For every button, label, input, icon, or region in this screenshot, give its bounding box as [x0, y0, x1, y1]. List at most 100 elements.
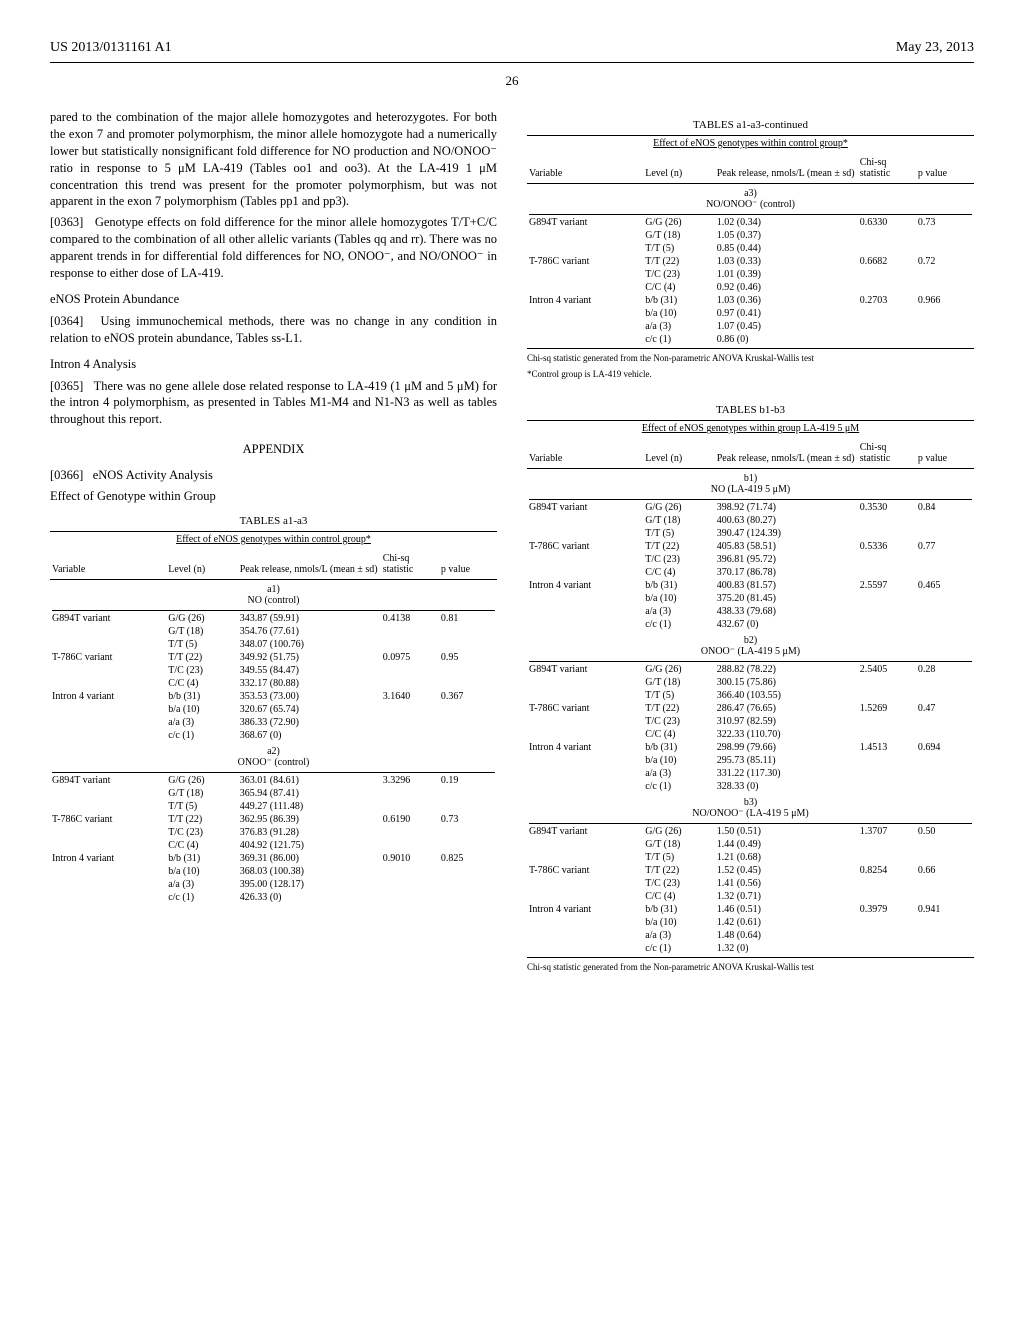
table-row: T/T (5)0.85 (0.44)	[527, 242, 974, 255]
table-cell	[858, 877, 916, 890]
table-cell: T/T (22)	[643, 864, 715, 877]
table-cell: 348.07 (100.76)	[238, 638, 381, 651]
table-cell: T/C (23)	[643, 715, 715, 728]
para-0366: [0366] eNOS Activity Analysis	[50, 467, 497, 484]
table-cell: 390.47 (124.39)	[715, 527, 858, 540]
table-cell	[439, 891, 497, 904]
table-row: T/C (23)396.81 (95.72)	[527, 553, 974, 566]
table-cell: T-786C variant	[50, 651, 166, 664]
table-row: b/a (10)368.03 (100.38)	[50, 865, 497, 878]
table-cell: 1.4513	[858, 741, 916, 754]
table-cell	[381, 865, 439, 878]
rule	[527, 957, 974, 958]
table-cell	[858, 242, 916, 255]
table-cell	[381, 787, 439, 800]
table-cell: 0.28	[916, 663, 974, 676]
table-cell: b/a (10)	[643, 754, 715, 767]
table-row: T-786C variantT/T (22)405.83 (58.51)0.53…	[527, 540, 974, 553]
table-cell: 0.465	[916, 579, 974, 592]
table-cell: 328.33 (0)	[715, 780, 858, 793]
table-cell: T-786C variant	[527, 864, 643, 877]
table-cell: 376.83 (91.28)	[238, 826, 381, 839]
table-cell	[527, 942, 643, 955]
table-cell: b/b (31)	[643, 741, 715, 754]
table-cell	[439, 729, 497, 742]
table-row: G894T variantG/G (26)343.87 (59.91)0.413…	[50, 612, 497, 625]
table-cell: c/c (1)	[643, 618, 715, 631]
table-row: T/T (5)1.21 (0.68)	[527, 851, 974, 864]
col-level: Level (n)	[166, 549, 238, 580]
para-continued: pared to the combination of the major al…	[50, 109, 497, 210]
table-cell: 0.95	[439, 651, 497, 664]
table-cell: a/a (3)	[166, 878, 238, 891]
table-row: C/C (4)1.32 (0.71)	[527, 890, 974, 903]
table-cell	[858, 527, 916, 540]
table-cell: 0.97 (0.41)	[715, 307, 858, 320]
table-cell: Intron 4 variant	[527, 294, 643, 307]
table-cell: T-786C variant	[50, 813, 166, 826]
table-cell	[381, 878, 439, 891]
table-cell: b/a (10)	[643, 307, 715, 320]
table-cell	[916, 566, 974, 579]
para-ref: [0365]	[50, 379, 83, 393]
tbody-b3: G894T variantG/G (26)1.50 (0.51)1.37070.…	[527, 825, 974, 955]
table-row: C/C (4)370.17 (86.78)	[527, 566, 974, 579]
table-cell: a/a (3)	[166, 716, 238, 729]
table-row: C/C (4)404.92 (121.75)	[50, 839, 497, 852]
table-cell: T/T (22)	[643, 702, 715, 715]
table-cell: 320.67 (65.74)	[238, 703, 381, 716]
table-row: b/a (10)320.67 (65.74)	[50, 703, 497, 716]
table-cell	[439, 826, 497, 839]
left-column: pared to the combination of the major al…	[50, 109, 497, 974]
table-cell: 300.15 (75.86)	[715, 676, 858, 689]
rule	[527, 348, 974, 349]
table-row: b/a (10)295.73 (85.11)	[527, 754, 974, 767]
table-cell: C/C (4)	[643, 890, 715, 903]
table-row: C/C (4)322.33 (110.70)	[527, 728, 974, 741]
table-cell	[527, 333, 643, 346]
table-cell: Intron 4 variant	[50, 852, 166, 865]
table-cell: 375.20 (81.45)	[715, 592, 858, 605]
table-row: G/T (18)300.15 (75.86)	[527, 676, 974, 689]
rule	[527, 135, 974, 136]
table-cell: 396.81 (95.72)	[715, 553, 858, 566]
para-text: Using immunochemical methods, there was …	[50, 314, 497, 345]
table-row: G894T variantG/G (26)288.82 (78.22)2.540…	[527, 663, 974, 676]
table-cell	[916, 242, 974, 255]
table-cell: 362.95 (86.39)	[238, 813, 381, 826]
table-cell	[916, 229, 974, 242]
table-row: Intron 4 variantb/b (31)353.53 (73.00)3.…	[50, 690, 497, 703]
para-0364: [0364] Using immunochemical methods, the…	[50, 313, 497, 347]
table-cell	[50, 878, 166, 891]
sub-b3: b3) NO/ONOO⁻ (LA-419 5 μM)	[529, 794, 972, 824]
para-ref: [0364]	[50, 314, 83, 328]
table-cell: 0.825	[439, 852, 497, 865]
table-cell: T/T (5)	[166, 638, 238, 651]
table-cell: 2.5405	[858, 663, 916, 676]
page-number: 26	[50, 73, 974, 89]
table-row: c/c (1)328.33 (0)	[527, 780, 974, 793]
table-cell	[50, 703, 166, 716]
table-a-footnote2: *Control group is LA-419 vehicle.	[527, 369, 974, 381]
table-cell: 1.42 (0.61)	[715, 916, 858, 929]
table-cell	[527, 566, 643, 579]
table-row: a/a (3)438.33 (79.68)	[527, 605, 974, 618]
table-cell	[916, 838, 974, 851]
table-cell: T/C (23)	[166, 826, 238, 839]
table-cell: 322.33 (110.70)	[715, 728, 858, 741]
heading-intron4: Intron 4 Analysis	[50, 357, 497, 372]
table-cell	[858, 320, 916, 333]
table-cell: G/G (26)	[166, 612, 238, 625]
table-a-left: Variable Level (n) Peak release, nmols/L…	[50, 549, 497, 904]
table-cell	[858, 514, 916, 527]
table-b-title: TABLES b1-b3	[527, 404, 974, 416]
table-row: T-786C variantT/T (22)286.47 (76.65)1.52…	[527, 702, 974, 715]
sub-b2: b2) ONOO⁻ (LA-419 5 μM)	[529, 632, 972, 662]
table-cell: 0.0975	[381, 651, 439, 664]
table-cell	[858, 929, 916, 942]
col-peak: Peak release, nmols/L (mean ± sd)	[715, 438, 858, 469]
table-cell	[858, 728, 916, 741]
table-cell: T/T (5)	[643, 851, 715, 864]
table-cell: 0.72	[916, 255, 974, 268]
table-cell: G/G (26)	[643, 663, 715, 676]
